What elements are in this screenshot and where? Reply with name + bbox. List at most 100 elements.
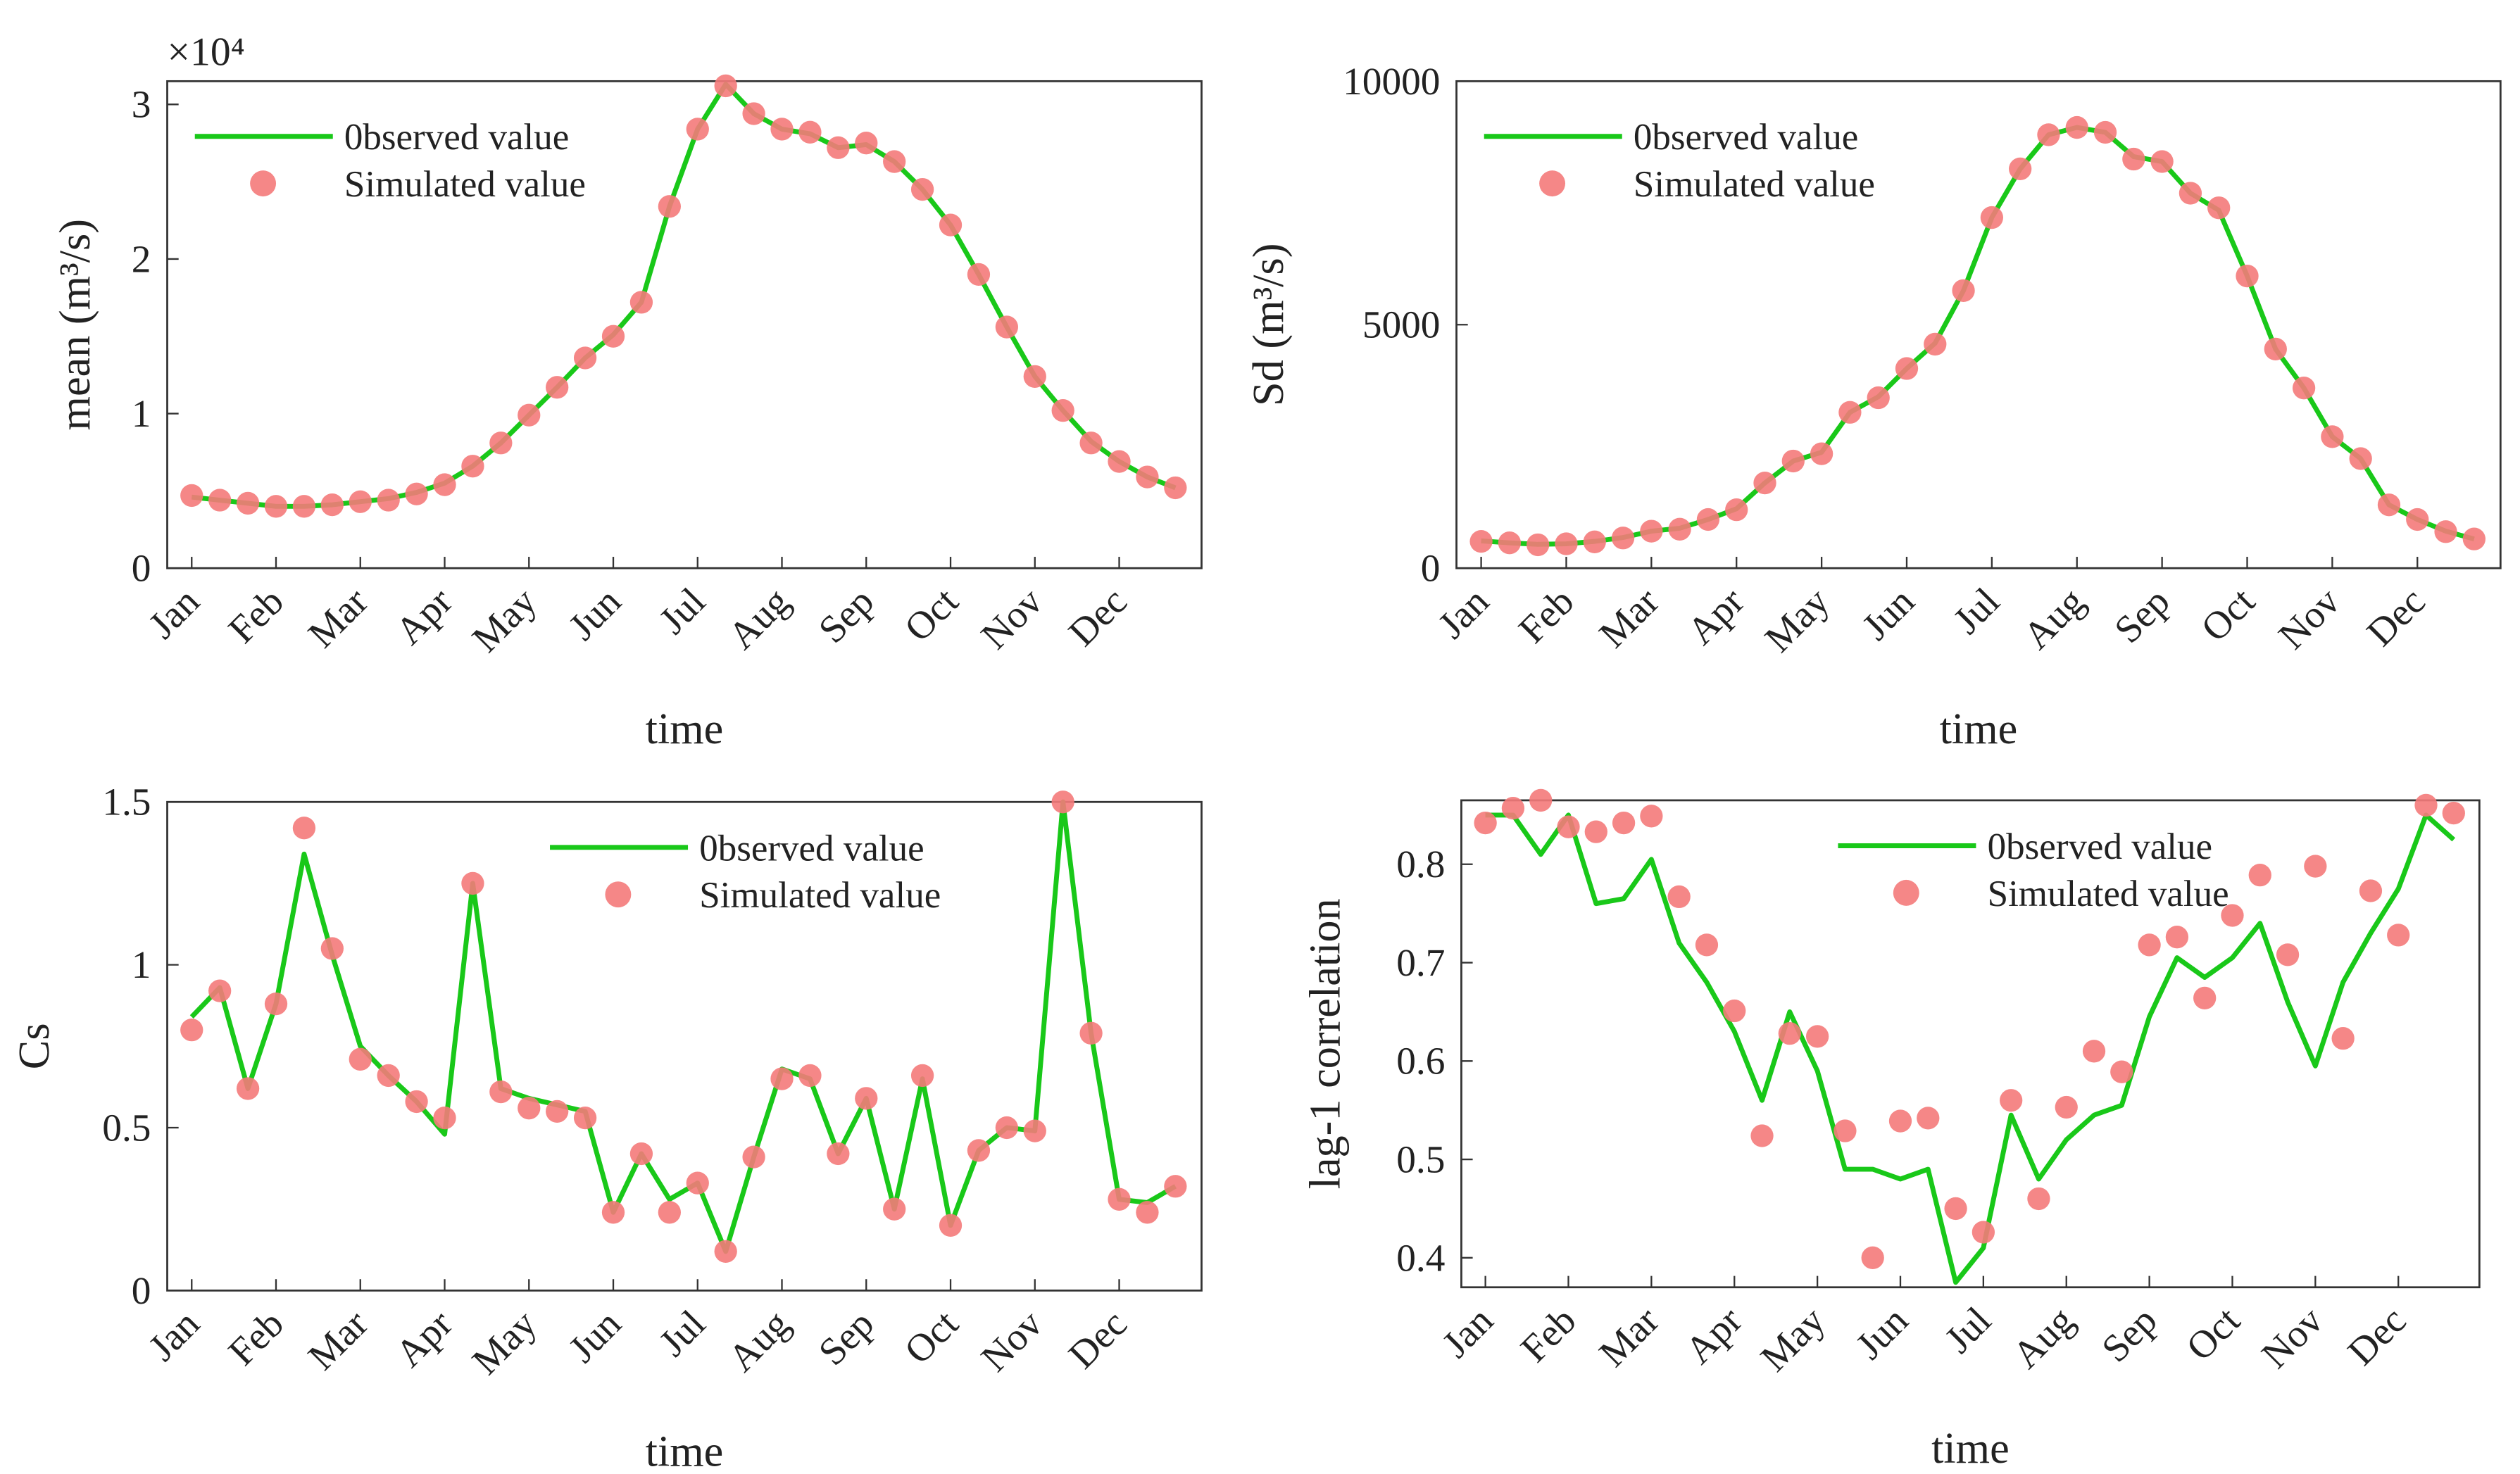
simulated-marker <box>601 325 625 348</box>
simulated-marker <box>798 120 822 144</box>
simulated-marker <box>629 291 653 314</box>
legend-marker <box>1539 170 1566 197</box>
simulated-marker <box>742 1145 765 1169</box>
simulated-marker <box>967 263 991 286</box>
simulated-marker <box>236 491 260 515</box>
x-tick-label: Feb <box>220 579 292 651</box>
simulated-marker <box>714 74 737 98</box>
simulated-marker <box>2055 1095 2078 1119</box>
simulated-marker <box>2321 425 2344 448</box>
legend-label: Simulated value <box>344 164 586 205</box>
simulated-marker <box>1695 933 1719 957</box>
legend-label: Simulated value <box>1634 164 1875 205</box>
x-tick-label: Jul <box>651 579 713 642</box>
y-tick-label: 1 <box>132 943 151 986</box>
simulated-marker <box>2027 1187 2050 1211</box>
simulated-marker <box>1611 527 1635 550</box>
simulated-marker <box>658 1201 681 1224</box>
simulated-marker <box>1924 332 1947 356</box>
simulated-marker <box>292 495 316 518</box>
axis-multiplier: ×10⁴ <box>168 30 245 74</box>
simulated-marker <box>405 1090 428 1114</box>
x-axis-label: time <box>1931 1425 2010 1473</box>
simulated-marker <box>320 937 344 960</box>
simulated-marker <box>1469 529 1493 553</box>
simulated-marker <box>1753 471 1776 495</box>
legend-label: 0bserved value <box>344 117 569 158</box>
simulated-marker <box>2442 801 2465 825</box>
x-tick-label: Jan <box>1434 1299 1501 1366</box>
simulated-marker <box>1972 1221 1995 1244</box>
y-axis-label: mean (m³/s) <box>51 219 99 430</box>
simulated-marker <box>1805 1025 1829 1048</box>
x-tick-label: May <box>1757 579 1838 660</box>
x-tick-label: Nov <box>973 579 1051 657</box>
simulated-marker <box>629 1142 653 1166</box>
simulated-marker <box>1529 788 1553 812</box>
x-tick-label: Apr <box>1679 579 1753 653</box>
x-tick-label: Sep <box>2093 1299 2165 1371</box>
x-tick-label: Aug <box>720 1302 798 1380</box>
simulated-marker <box>1667 885 1691 909</box>
simulated-marker <box>1640 805 1663 828</box>
simulated-marker <box>1725 498 1748 522</box>
simulated-marker <box>180 1019 203 1042</box>
simulated-marker <box>770 118 794 141</box>
x-tick-label: Sep <box>810 579 882 651</box>
x-tick-label: Oct <box>2178 1298 2248 1368</box>
simulated-marker <box>1557 815 1580 838</box>
simulated-marker <box>2065 115 2088 139</box>
x-tick-label: Nov <box>973 1302 1051 1380</box>
x-tick-label: Jul <box>651 1302 713 1364</box>
simulated-marker <box>2193 986 2217 1009</box>
simulated-marker <box>1498 531 1522 555</box>
simulated-marker <box>2138 933 2161 957</box>
x-tick-label: May <box>464 579 545 660</box>
simulated-marker <box>1750 1124 1774 1147</box>
simulated-marker <box>2462 527 2485 550</box>
simulated-marker <box>1583 530 1606 553</box>
x-tick-label: Mar <box>1591 579 1667 655</box>
y-axis-label: Cs <box>11 1023 58 1069</box>
simulated-marker <box>1668 517 1691 541</box>
y-tick-label: 10000 <box>1343 60 1440 103</box>
simulated-marker <box>489 1080 513 1104</box>
simulated-marker <box>2406 508 2429 531</box>
simulated-marker <box>2292 377 2316 400</box>
x-tick-label: Mar <box>300 1302 376 1378</box>
simulated-marker <box>2122 147 2145 171</box>
simulated-marker <box>264 495 288 518</box>
x-tick-label: Oct <box>896 579 967 650</box>
x-tick-label: Oct <box>2193 579 2263 650</box>
x-tick-label: Dec <box>2339 1299 2414 1373</box>
simulated-marker <box>489 432 513 455</box>
simulated-marker <box>883 1197 906 1221</box>
simulated-marker <box>2359 879 2383 902</box>
axes-box <box>1460 799 2481 1289</box>
simulated-marker <box>798 1064 822 1088</box>
legend-label: Simulated value <box>699 875 941 916</box>
simulated-marker <box>433 473 456 496</box>
simulated-marker <box>1527 533 1550 557</box>
y-tick-label: 0.7 <box>1396 941 1445 984</box>
simulated-marker <box>2387 924 2410 947</box>
y-tick-label: 0 <box>132 1269 151 1312</box>
simulated-marker <box>208 979 232 1002</box>
simulated-marker <box>1944 1197 1967 1221</box>
simulated-marker <box>1584 820 1607 843</box>
observed-line <box>1485 812 2456 1285</box>
y-tick-label: 0.5 <box>102 1106 151 1149</box>
simulated-marker <box>2434 520 2457 543</box>
x-tick-label: Jul <box>1936 1299 1999 1361</box>
legend-label: Simulated value <box>1988 874 2229 914</box>
x-tick-label: Jul <box>1945 579 2007 642</box>
x-tick-label: May <box>464 1302 545 1382</box>
x-tick-label: Apr <box>387 1302 460 1375</box>
simulated-marker <box>1861 1246 1884 1269</box>
simulated-marker <box>2110 1060 2133 1083</box>
simulated-marker <box>1696 508 1720 531</box>
y-tick-label: 1 <box>132 392 151 435</box>
legend-marker <box>1893 879 1919 906</box>
legend-marker <box>250 170 277 197</box>
